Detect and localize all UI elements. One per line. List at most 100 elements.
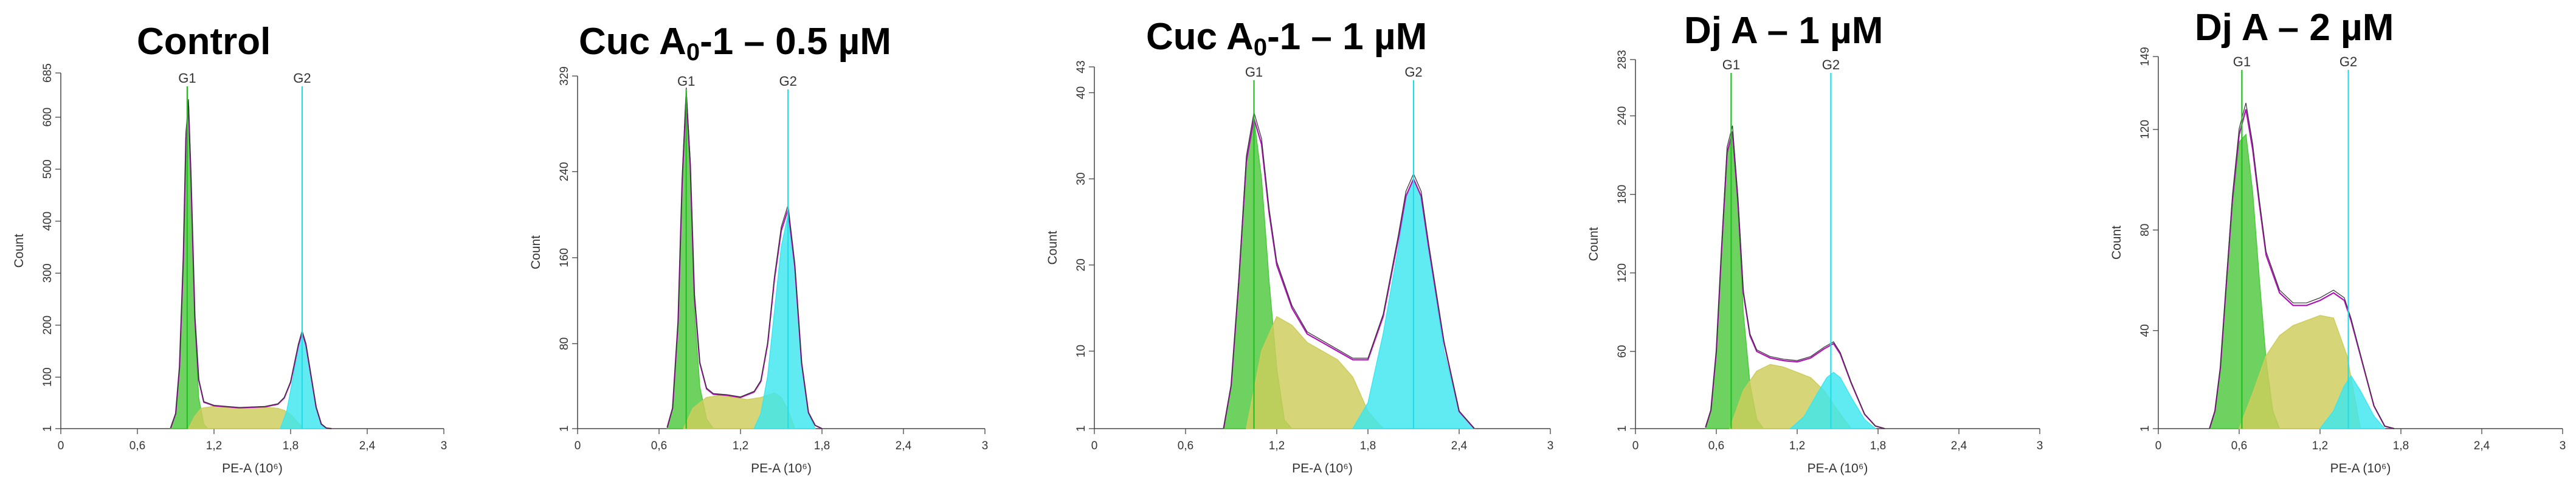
y-tick-label: 200 xyxy=(41,316,54,335)
panel-title: Control xyxy=(137,23,271,61)
x-tick-label: 1,8 xyxy=(1870,440,1886,452)
panel-title: Cuc A0-1 – 0.5 µM xyxy=(579,21,891,65)
y-tick-label: 329 xyxy=(558,66,571,86)
histogram-plot: 0 0,6 1,2 1,8 2,4 3 1 10 20 30 40 43 PE-A (10⁶) Count… xyxy=(1046,60,1554,475)
x-axis-label: PE-A (10⁶) xyxy=(2330,461,2391,475)
series-g2-area xyxy=(1789,371,1877,429)
x-tick-label: 2,4 xyxy=(2474,440,2490,452)
fit-envelope-line xyxy=(1223,118,1475,429)
y-tick-label: 300 xyxy=(41,263,54,283)
y-tick-label: 500 xyxy=(41,159,54,179)
marker-g2-label: G2 xyxy=(779,74,796,89)
marker-g1-label: G1 xyxy=(1245,64,1263,80)
x-tick-label: 0 xyxy=(1091,440,1098,452)
x-axis-label: PE-A (10⁶) xyxy=(222,461,283,475)
marker-g2-label: G2 xyxy=(1822,57,1840,72)
y-tick-label: 40 xyxy=(1075,86,1088,99)
panel-title-subscript: 0 xyxy=(1253,34,1268,61)
series-g2-area xyxy=(2319,375,2386,429)
y-tick-label: 1 xyxy=(1075,426,1088,432)
panel-title-rest: -1 – 1 µM xyxy=(1267,16,1428,58)
y-tick-label: 30 xyxy=(1075,173,1088,185)
y-tick-label: 40 xyxy=(2139,324,2152,337)
x-tick-label: 1,2 xyxy=(2312,440,2328,452)
y-tick-label: 1 xyxy=(1616,426,1629,432)
y-tick-label: 149 xyxy=(2139,47,2152,66)
marker-g1-label: G1 xyxy=(178,71,196,86)
x-axis-label: PE-A (10⁶) xyxy=(1808,461,1868,475)
y-tick-label: 120 xyxy=(2139,120,2152,139)
panel-title: Dj A – 1 µM xyxy=(1684,12,1883,50)
x-tick-label: 3 xyxy=(982,440,989,452)
marker-g2-label: G2 xyxy=(2339,54,2357,69)
y-tick-label: 240 xyxy=(558,162,571,182)
y-tick-label: 685 xyxy=(41,63,54,83)
histogram-panel-dja-1: Dj A – 1 µM 0 0,6 1,2 1,8 2,4 3 1 60 120 180 240 28… xyxy=(1563,0,2061,487)
panel-title: Dj A – 2 µM xyxy=(2195,9,2394,47)
x-tick-label: 0 xyxy=(1632,440,1639,452)
histogram-outline xyxy=(666,87,823,429)
histogram-outline xyxy=(170,99,332,429)
histogram-plot: 0 0,6 1,2 1,8 2,4 3 1 40 80 120 149 PE-A (10⁶) Count… xyxy=(2110,47,2566,475)
panel-title-main: Cuc A xyxy=(579,21,686,63)
panel-title-main: Dj A – 1 µM xyxy=(1684,10,1884,52)
y-tick-label: 43 xyxy=(1075,60,1088,73)
histogram-panel-dja-2: Dj A – 2 µM 0 0,6 1,2 1,8 2,4 3 1 40 80 120 149 PE-… xyxy=(2067,0,2566,487)
y-tick-label: 240 xyxy=(1616,106,1629,126)
x-tick-label: 0 xyxy=(2155,440,2162,452)
marker-g1-label: G1 xyxy=(2233,54,2251,69)
x-tick-label: 0,6 xyxy=(1708,440,1724,452)
x-tick-label: 1,2 xyxy=(206,440,222,452)
x-tick-label: 1,8 xyxy=(283,440,299,452)
y-tick-label: 1 xyxy=(558,426,571,432)
y-axis-label: Count xyxy=(529,235,543,269)
x-tick-label: 3 xyxy=(441,440,447,452)
panel-title-subscript: 0 xyxy=(686,39,700,66)
x-tick-label: 0 xyxy=(58,440,64,452)
panel-title-main: Control xyxy=(137,21,271,63)
y-tick-label: 1 xyxy=(41,426,54,432)
histogram-outline xyxy=(1223,112,1475,429)
x-tick-label: 3 xyxy=(2560,440,2566,452)
x-tick-label: 3 xyxy=(1547,440,1554,452)
x-tick-label: 2,4 xyxy=(1951,440,1967,452)
marker-g2-label: G2 xyxy=(293,71,311,86)
x-tick-label: 1,2 xyxy=(1269,440,1285,452)
y-tick-label: 10 xyxy=(1075,345,1088,357)
panel-title: Cuc A0-1 – 1 µM xyxy=(1146,16,1428,60)
y-tick-label: 120 xyxy=(1616,263,1629,283)
x-axis-label: PE-A (10⁶) xyxy=(751,461,812,475)
x-tick-label: 0,6 xyxy=(2231,440,2247,452)
histogram-panel-control: Control 0 0,6 1,2 1,8 2,4 3 1 100 200 300 400 500 60… xyxy=(0,0,511,487)
y-tick-label: 60 xyxy=(1616,345,1629,357)
marker-g1-label: G1 xyxy=(677,74,695,89)
histogram-plot: 0 0,6 1,2 1,8 2,4 3 1 60 120 180 240 283 PE-A (10⁶) C… xyxy=(1587,50,2043,475)
x-tick-label: 0,6 xyxy=(1178,440,1193,452)
x-axis-label: PE-A (10⁶) xyxy=(1292,461,1353,475)
x-tick-label: 1,8 xyxy=(814,440,830,452)
x-tick-label: 2,4 xyxy=(896,440,912,452)
histogram-plot: 0 0,6 1,2 1,8 2,4 3 1 80 160 240 329 PE-A (10⁶) Coun… xyxy=(529,66,989,475)
y-axis-label: Count xyxy=(12,233,26,268)
y-tick-label: 400 xyxy=(41,212,54,231)
x-tick-label: 2,4 xyxy=(1451,440,1468,452)
series-g1-area xyxy=(170,106,209,429)
y-axis-label: Count xyxy=(1587,227,1601,261)
x-tick-label: 3 xyxy=(2037,440,2043,452)
y-tick-label: 283 xyxy=(1616,50,1629,69)
series-g2-area xyxy=(280,331,328,429)
marker-g2-label: G2 xyxy=(1404,64,1422,80)
panel-title-main: Dj A – 2 µM xyxy=(2195,7,2394,49)
x-tick-label: 1,2 xyxy=(1789,440,1805,452)
x-tick-label: 1,2 xyxy=(733,440,748,452)
y-tick-label: 100 xyxy=(41,367,54,387)
x-tick-label: 0 xyxy=(575,440,581,452)
histogram-panel-cuc-1: Cuc A0-1 – 1 µM 0 0,6 1,2 1,8 2,4 3 1 10 20 30 40 4… xyxy=(997,0,1556,487)
x-tick-label: 0,6 xyxy=(129,440,145,452)
y-tick-label: 180 xyxy=(1616,185,1629,204)
panel-title-main: Cuc A xyxy=(1146,16,1254,58)
y-tick-label: 20 xyxy=(1075,258,1088,271)
x-tick-label: 2,4 xyxy=(359,440,376,452)
y-axis-label: Count xyxy=(1046,230,1060,264)
histogram-panel-cuc-0-5: Cuc A0-1 – 0.5 µM 0 0,6 1,2 1,8 2,4 3 1 80 160 24… xyxy=(511,0,991,487)
